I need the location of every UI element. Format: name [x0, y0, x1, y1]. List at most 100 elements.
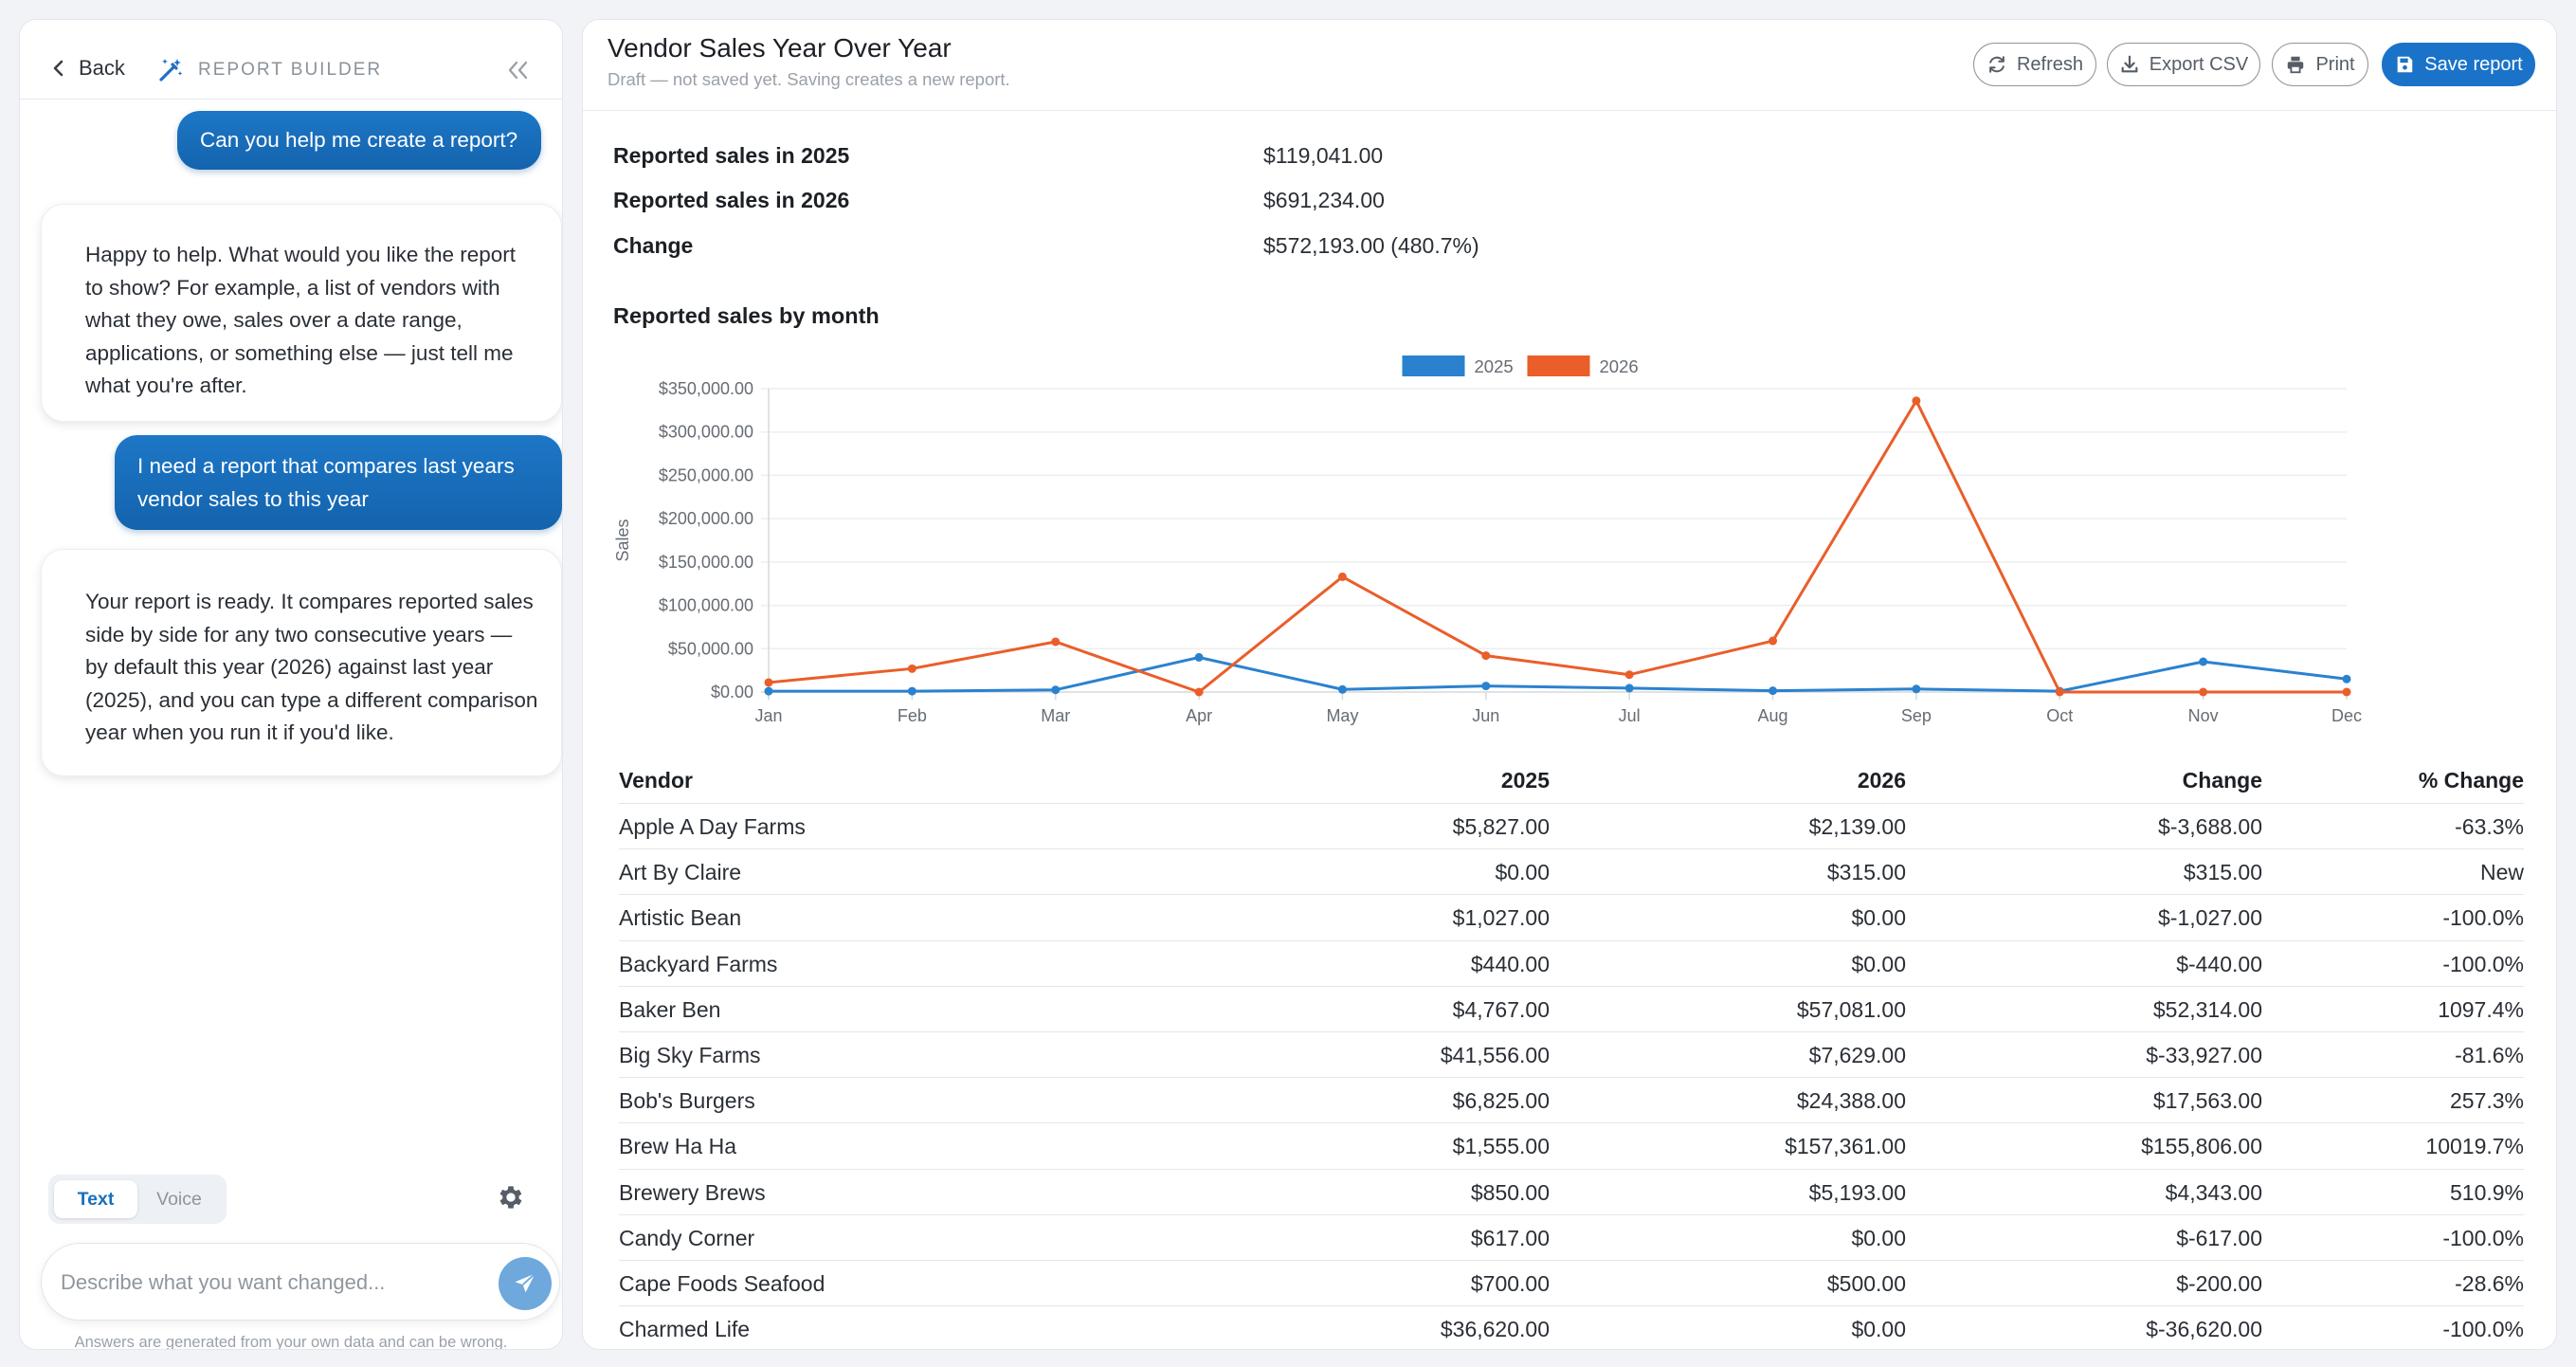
cell-2026: $0.00 [1851, 905, 1906, 931]
chat-header: Back REPORT BUILDER [20, 20, 562, 100]
y-tick-label: $200,000.00 [659, 509, 753, 528]
cell-2025: $4,767.00 [1452, 996, 1550, 1022]
gear-icon[interactable] [496, 1182, 526, 1212]
cell-change: $-36,620.00 [2146, 1317, 2262, 1342]
cell-pct-change: -81.6% [2455, 1043, 2524, 1067]
export-csv-button[interactable]: Export CSV [2107, 43, 2260, 86]
cell-2025: $440.00 [1470, 951, 1550, 976]
cell-2025: $5,827.00 [1452, 814, 1550, 839]
x-tick-label: Apr [1186, 706, 1212, 725]
table-row[interactable]: Cape Foods Seafood $700.00 $500.00 $-200.00… [619, 1260, 2524, 1305]
legend-swatch [1402, 355, 1465, 376]
cell-change: $-617.00 [2176, 1225, 2262, 1250]
cell-2026: $0.00 [1851, 951, 1906, 976]
summary-value: $119,041.00 [1263, 143, 1384, 168]
data-point-2026 [2199, 687, 2208, 697]
chevron-left-icon [53, 60, 63, 77]
data-point-2025 [1337, 684, 1347, 694]
mode-voice-tab[interactable]: Voice [156, 1188, 202, 1210]
save-report-button[interactable]: Save report [2382, 43, 2535, 86]
export-csv-label: Export CSV [2149, 53, 2249, 75]
refresh-button[interactable]: Refresh [1973, 43, 2096, 86]
chat-input[interactable] [61, 1261, 478, 1304]
cell-vendor: Charmed Life [619, 1317, 751, 1342]
cell-2025: $36,620.00 [1440, 1317, 1550, 1342]
column-header-vendor[interactable]: Vendor [619, 768, 693, 793]
table-row[interactable]: Brewery Brews $850.00 $5,193.00 $4,343.00 51… [619, 1168, 2524, 1214]
legend-label: 2026 [1600, 356, 1639, 376]
cell-change: $155,806.00 [2141, 1134, 2262, 1159]
cell-pct-change: 257.3% [2449, 1088, 2524, 1114]
data-point-2026 [1051, 637, 1061, 647]
chart-heading: Reported sales by month [613, 303, 880, 328]
cell-pct-change: 10019.7% [2425, 1134, 2524, 1159]
cell-vendor: Artistic Bean [619, 905, 742, 931]
y-tick-label: $0.00 [711, 683, 753, 702]
table-row[interactable]: Big Sky Farms $41,556.00 $7,629.00 $-33,927… [619, 1031, 2524, 1077]
column-header-2025[interactable]: 2025 [1500, 768, 1550, 793]
x-tick-label: Dec [2331, 706, 2362, 725]
x-tick-label: Sep [1901, 706, 1932, 725]
cell-2025: $0.00 [1495, 860, 1550, 885]
chat-input-container [41, 1243, 560, 1321]
data-point-2025 [1624, 684, 1634, 693]
report-builder-label: REPORT BUILDER [198, 60, 383, 80]
x-tick-label: Oct [2046, 706, 2073, 725]
table-row[interactable]: Candy Corner $617.00 $0.00 $-617.00 -100.0% [619, 1213, 2524, 1260]
report-panel: Vendor Sales Year Over Year Draft — not … [582, 19, 2557, 1350]
cell-pct-change: -100.0% [2442, 905, 2524, 931]
column-header-change[interactable]: Change [2182, 768, 2262, 793]
back-button[interactable]: Back [50, 56, 125, 81]
refresh-label: Refresh [2016, 53, 2084, 75]
cell-change: $-1,027.00 [2158, 905, 2262, 931]
cell-2026: $0.00 [1851, 1317, 1906, 1342]
data-point-2026 [1481, 651, 1491, 661]
cell-2025: $1,027.00 [1452, 905, 1550, 931]
table-row[interactable]: Brew Ha Ha $1,555.00 $157,361.00 $155,806.0… [619, 1122, 2524, 1168]
chat-panel: Back REPORT BUILDER Can you help me crea… [19, 19, 563, 1350]
cell-change: $17,563.00 [2152, 1088, 2262, 1114]
column-header-2026[interactable]: 2026 [1857, 768, 1906, 793]
cell-change: $-440.00 [2176, 951, 2262, 976]
data-point-2025 [2342, 674, 2351, 684]
cell-vendor: Art By Claire [619, 860, 742, 885]
table-row[interactable]: Artistic Bean $1,027.00 $0.00 $-1,027.00 -10… [619, 894, 2524, 939]
legend-label: 2025 [1475, 356, 1514, 376]
cell-2026: $5,193.00 [1808, 1179, 1906, 1205]
table-row[interactable]: Backyard Farms $440.00 $0.00 $-440.00 -100.0… [619, 939, 2524, 986]
table-row[interactable]: Art By Claire $0.00 $315.00 $315.00 New [619, 848, 2524, 894]
print-button[interactable]: Print [2272, 43, 2368, 86]
data-point-2026 [1912, 396, 1921, 406]
data-point-2025 [764, 686, 773, 696]
x-tick-label: Mar [1041, 706, 1070, 725]
table-row[interactable]: Charmed Life $36,620.00 $0.00 $-36,620.00 -1… [619, 1305, 2524, 1349]
table-row[interactable]: Apple A Day Farms $5,827.00 $2,139.00 $-3,6… [619, 803, 2524, 848]
cell-change: $52,314.00 [2152, 996, 2262, 1022]
cell-pct-change: -100.0% [2442, 1317, 2524, 1342]
x-tick-label: Feb [898, 706, 927, 725]
data-point-2025 [1194, 652, 1204, 662]
cell-2025: $700.00 [1470, 1271, 1550, 1296]
summary-value: $691,234.00 [1263, 188, 1385, 212]
cell-2025: $617.00 [1470, 1225, 1550, 1250]
data-point-2026 [2342, 687, 2351, 697]
assistant-message: Your report is ready. It compares report… [41, 549, 562, 776]
mode-text-tab[interactable]: Text [54, 1180, 137, 1218]
cell-pct-change: -28.6% [2455, 1271, 2524, 1296]
table-row[interactable]: Baker Ben $4,767.00 $57,081.00 $52,314.00 10… [619, 985, 2524, 1031]
summary-label: Reported sales in 2025 [613, 143, 850, 168]
cell-vendor: Baker Ben [619, 996, 721, 1022]
cell-pct-change: -63.3% [2455, 814, 2524, 839]
cell-pct-change: New [2479, 860, 2524, 885]
send-button[interactable] [499, 1257, 552, 1310]
column-header-pct-change[interactable]: % Change [2418, 768, 2524, 793]
collapse-sidebar-icon[interactable] [503, 58, 532, 82]
x-tick-label: Jun [1472, 706, 1499, 725]
data-point-2025 [1912, 684, 1921, 694]
ai-disclaimer: Answers are generated from your own data… [74, 1334, 508, 1350]
cell-vendor: Bob's Burgers [619, 1088, 755, 1114]
table-row[interactable]: Bob's Burgers $6,825.00 $24,388.00 $17,563.… [619, 1077, 2524, 1122]
assistant-message: Happy to help. What would you like the r… [41, 204, 562, 422]
summary-label: Reported sales in 2026 [613, 188, 850, 212]
x-tick-label: Nov [2188, 706, 2219, 725]
